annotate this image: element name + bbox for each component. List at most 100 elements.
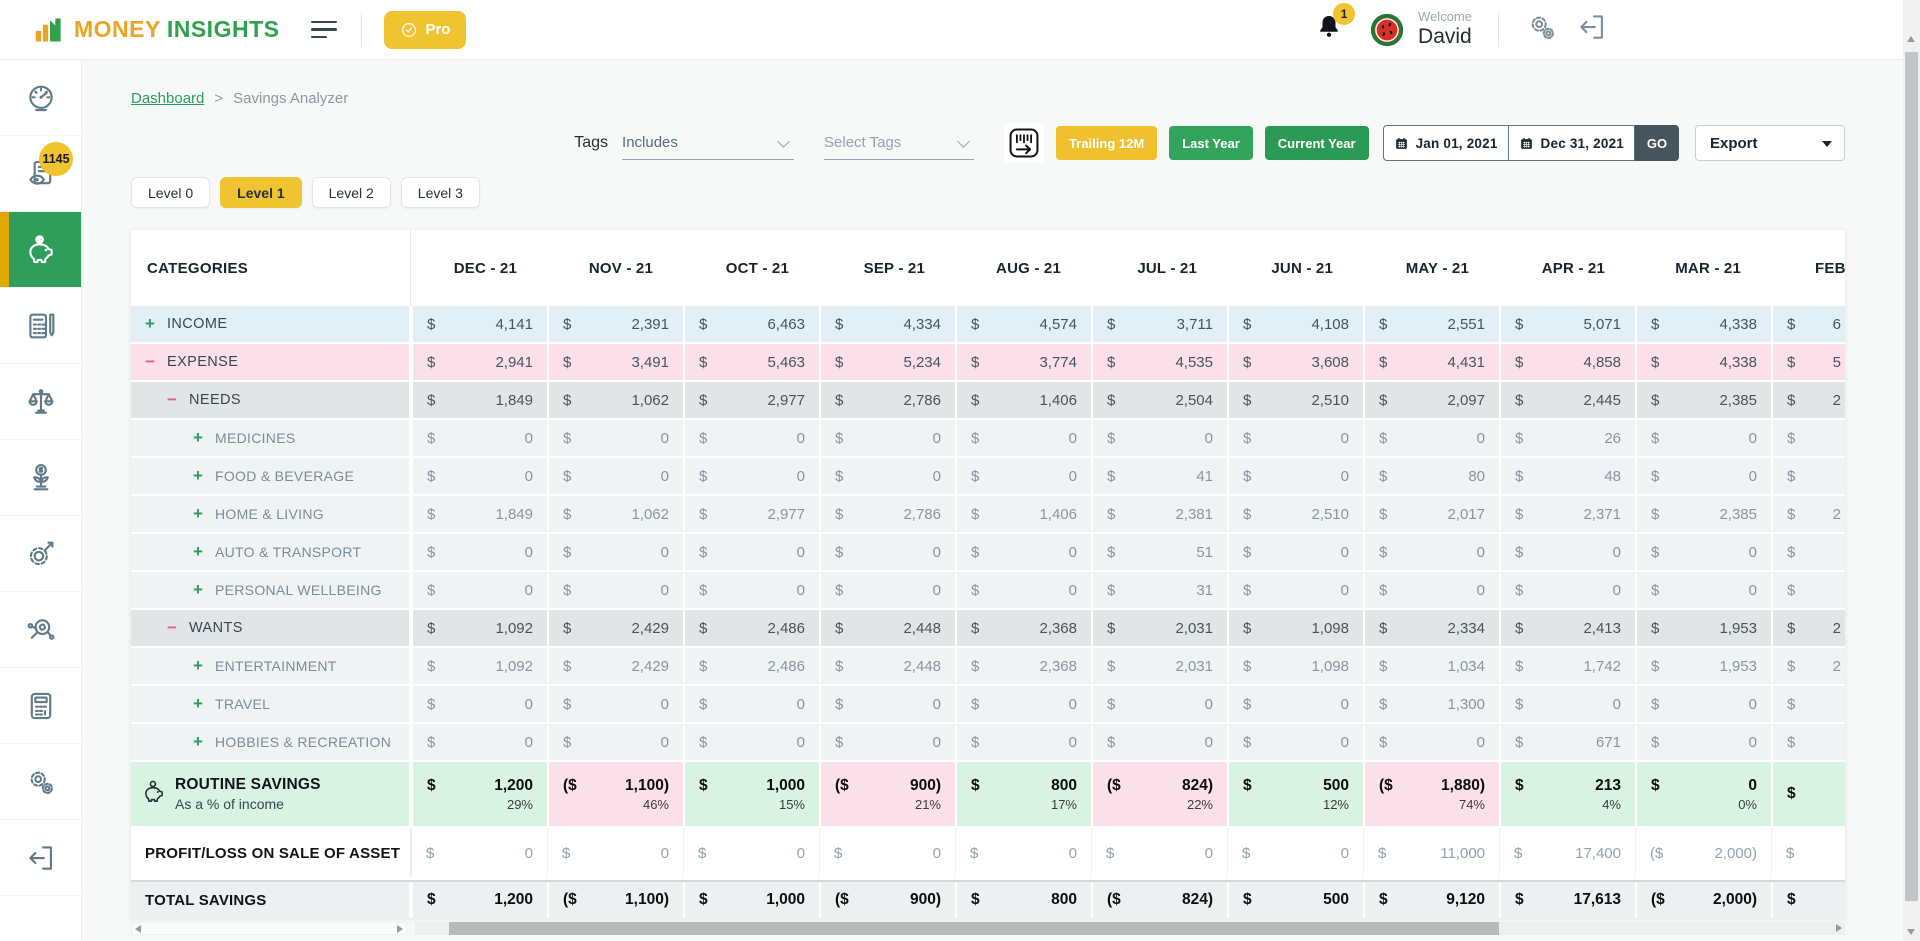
expand-icon[interactable]: + xyxy=(193,504,203,523)
sidebar-item-savings-analyzer[interactable] xyxy=(0,212,81,288)
expand-icon[interactable]: + xyxy=(193,732,203,751)
value-cell: $0 0% xyxy=(1635,762,1771,826)
expand-icon[interactable]: + xyxy=(145,314,155,333)
level-buttons: Level 0 Level 1 Level 2 Level 3 xyxy=(131,177,1920,208)
value-cell: $1,953 xyxy=(1635,648,1771,684)
sidebar-item-goal-settings[interactable] xyxy=(0,516,81,592)
scrollbar-thumb[interactable] xyxy=(1905,52,1918,901)
value-cell: $0 xyxy=(683,534,819,570)
sidebar-item-budget-calculator[interactable] xyxy=(0,288,81,364)
trailing-12m-button[interactable]: Trailing 12M xyxy=(1056,126,1158,160)
value-cell: $4,574 xyxy=(955,306,1091,342)
value-cells: $0 $0 $0 $0 $0 $0 $0 $0 $26 $0 $ xyxy=(411,420,1845,456)
brand-logo[interactable]: MONEY INSIGHTS xyxy=(34,16,279,44)
scroll-right-icon[interactable] xyxy=(1836,924,1842,932)
money-plant-icon xyxy=(32,463,49,490)
avatar-watermelon[interactable] xyxy=(1368,11,1406,49)
value-cell: ($ 1,100) 46% xyxy=(547,762,683,826)
barcode-arrow-icon xyxy=(1009,128,1039,158)
calendar-icon xyxy=(1520,137,1532,149)
scrollbar-thumb[interactable] xyxy=(449,922,1499,935)
value-cell: ($ 900) xyxy=(819,882,955,918)
go-button[interactable]: GO xyxy=(1635,125,1679,161)
value-cell: $500 12% xyxy=(1227,762,1363,826)
date-from-input[interactable]: Jan 01, 2021 xyxy=(1382,125,1508,161)
value-cell: $0 xyxy=(411,828,547,878)
value-cell: $2,031 xyxy=(1091,648,1227,684)
value-cells: $0 $0 $0 $0 $0 $0 $0 $0 $671 $0 $ xyxy=(411,724,1845,760)
tags-select[interactable]: Select Tags xyxy=(824,126,975,160)
categories-scrollbar[interactable] xyxy=(131,922,407,935)
scroll-right-icon[interactable] xyxy=(397,925,403,933)
table-scrollbar[interactable] xyxy=(415,922,1845,935)
sidebar-item-settings[interactable] xyxy=(0,744,81,820)
settings-button[interactable] xyxy=(1525,10,1559,49)
scroll-down-icon[interactable] xyxy=(1907,929,1915,935)
breadcrumb-separator: > xyxy=(214,90,224,107)
table-body: + INCOME $4,141 $2,391 $6,463 $4,334 $4,574 $3,… xyxy=(131,306,1845,918)
table-row-auto-transport: + AUTO & TRANSPORT $0 $0 $0 $0 $0 $51 $0 $0 $0 $0 $ xyxy=(131,534,1845,572)
export-dropdown[interactable]: Export xyxy=(1695,125,1845,161)
sidebar-item-dashboard[interactable] xyxy=(0,60,81,136)
sidebar-item-logout[interactable] xyxy=(0,820,81,896)
compare-periods-button[interactable] xyxy=(1004,123,1045,163)
value-cells: $1,092 $2,429 $2,486 $2,448 $2,368 $2,031 $1,0… xyxy=(411,648,1845,684)
current-year-button[interactable]: Current Year xyxy=(1264,126,1369,160)
expand-icon[interactable]: + xyxy=(193,694,203,713)
scroll-left-icon[interactable] xyxy=(135,925,141,933)
page-vertical-scrollbar[interactable] xyxy=(1903,0,1920,941)
expand-icon[interactable]: + xyxy=(193,428,203,447)
category-label: MEDICINES xyxy=(215,430,296,446)
category-cell: − NEEDS xyxy=(131,382,411,418)
scroll-up-icon[interactable] xyxy=(1907,36,1915,42)
value-cell: $2,429 xyxy=(547,648,683,684)
date-to-input[interactable]: Dec 31, 2021 xyxy=(1507,125,1635,161)
value-cell: ($ 824) 22% xyxy=(1091,762,1227,826)
level-button-3[interactable]: Level 3 xyxy=(400,177,480,208)
collapse-icon[interactable]: − xyxy=(167,618,177,637)
value-cell: $0 xyxy=(683,724,819,760)
expand-icon[interactable]: + xyxy=(193,466,203,485)
expand-icon[interactable]: + xyxy=(193,580,203,599)
value-cell: $2,429 xyxy=(547,610,683,646)
expand-icon[interactable]: + xyxy=(193,656,203,675)
menu-toggle-icon[interactable] xyxy=(311,20,338,39)
value-cell: ($ 824) xyxy=(1091,882,1227,918)
value-cell: $0 xyxy=(683,686,819,722)
value-cell: $ xyxy=(1771,458,1845,494)
level-button-2[interactable]: Level 2 xyxy=(311,177,391,208)
welcome-label: Welcome xyxy=(1418,9,1472,25)
review-count-badge: 1145 xyxy=(39,142,73,176)
value-cell: $0 xyxy=(819,572,955,608)
pro-button[interactable]: Pro xyxy=(384,10,467,49)
table-row-home-living: + HOME & LIVING $1,849 $1,062 $2,977 $2,786 $1… xyxy=(131,496,1845,534)
collapse-icon[interactable]: − xyxy=(167,390,177,409)
sidebar-item-analysis-explorer[interactable] xyxy=(0,592,81,668)
value-cell: $1,742 xyxy=(1499,648,1635,684)
value-cell: $0 xyxy=(1499,686,1635,722)
value-cell: $2 xyxy=(1771,610,1845,646)
sidebar-item-review-transactions[interactable]: 1145 xyxy=(0,136,81,212)
value-cell: $5 xyxy=(1771,344,1845,380)
logout-button[interactable] xyxy=(1575,10,1609,49)
sidebar-item-investments[interactable] xyxy=(0,440,81,516)
tags-mode-select[interactable]: Includes xyxy=(622,126,795,160)
level-button-0[interactable]: Level 0 xyxy=(131,177,211,208)
value-cell: $9,120 xyxy=(1363,882,1499,918)
level-button-1[interactable]: Level 1 xyxy=(220,177,302,208)
value-cell: $1,200 xyxy=(411,882,547,918)
last-year-button[interactable]: Last Year xyxy=(1169,126,1253,160)
value-cell: $4,108 xyxy=(1227,306,1363,342)
collapse-icon[interactable]: − xyxy=(145,352,155,371)
value-cell: $ xyxy=(1771,420,1845,456)
notifications-button[interactable]: 1 xyxy=(1314,3,1356,47)
breadcrumb-dashboard-link[interactable]: Dashboard xyxy=(131,90,205,107)
expand-icon[interactable]: + xyxy=(193,542,203,561)
value-cell: $0 xyxy=(1635,686,1771,722)
savings-percent: 21% xyxy=(914,796,941,812)
sidebar-item-calculators[interactable] xyxy=(0,668,81,744)
value-cell: $1,062 xyxy=(547,382,683,418)
sidebar-item-balance-scales[interactable] xyxy=(0,364,81,440)
user-name: David xyxy=(1418,24,1472,48)
value-cell: $0 xyxy=(1363,724,1499,760)
